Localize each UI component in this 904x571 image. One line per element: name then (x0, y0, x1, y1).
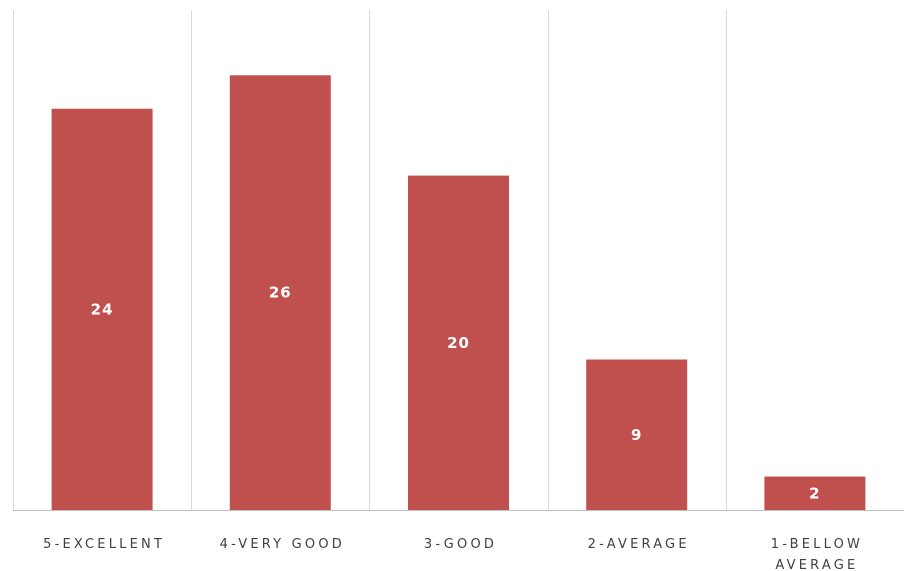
bar-value-label: 26 (269, 284, 292, 302)
bar-5-excellent (51, 108, 153, 510)
bar-2-average (586, 359, 688, 510)
gridlines (13, 10, 727, 510)
bar-value-label: 24 (91, 300, 114, 318)
bar-1-bellow-average (764, 476, 866, 510)
bar-value-label: 9 (631, 426, 642, 444)
category-label: 5-EXCELLENT (43, 537, 165, 552)
bar-value-label: 20 (447, 334, 470, 352)
category-labels: 5-EXCELLENT 4-VERY GOOD 3-GOOD 2-AVERAGE 1-B… (43, 537, 863, 571)
category-label: AVERAGE (775, 558, 858, 571)
bars (51, 75, 866, 510)
bar-value-label: 2 (809, 484, 820, 502)
data-labels: 24 26 20 9 2 (91, 284, 820, 503)
bar-3-good (408, 175, 509, 510)
bar-4-very-good (229, 75, 331, 510)
category-label: 2-AVERAGE (588, 537, 690, 552)
category-label: 4-VERY GOOD (220, 537, 345, 552)
category-label: 1-BELLOW (771, 537, 863, 552)
category-label: 3-GOOD (424, 537, 497, 552)
